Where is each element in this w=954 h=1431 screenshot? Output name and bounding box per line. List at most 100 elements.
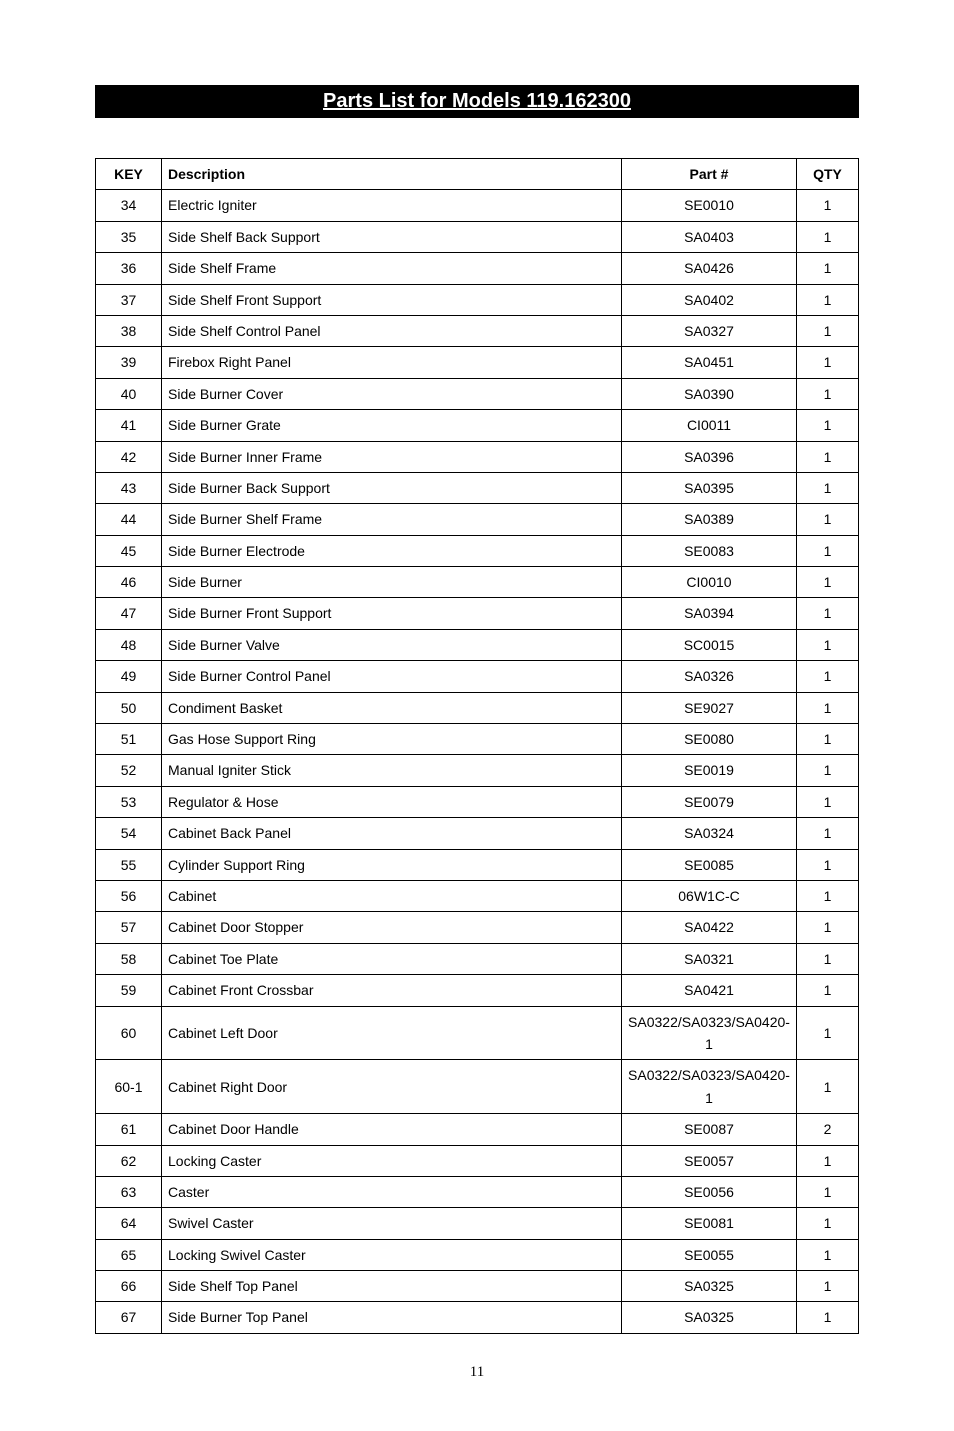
cell-qty: 1 bbox=[797, 755, 859, 786]
cell-part: SA0422 bbox=[622, 912, 797, 943]
cell-description: Caster bbox=[162, 1176, 622, 1207]
cell-key: 65 bbox=[96, 1239, 162, 1270]
cell-description: Regulator & Hose bbox=[162, 786, 622, 817]
column-header-part: Part # bbox=[622, 159, 797, 190]
cell-description: Side Burner bbox=[162, 567, 622, 598]
cell-description: Side Burner Top Panel bbox=[162, 1302, 622, 1333]
cell-key: 40 bbox=[96, 378, 162, 409]
table-row: 40Side Burner CoverSA03901 bbox=[96, 378, 859, 409]
cell-qty: 1 bbox=[797, 1208, 859, 1239]
cell-description: Side Shelf Front Support bbox=[162, 284, 622, 315]
cell-qty: 1 bbox=[797, 315, 859, 346]
table-row: 45Side Burner ElectrodeSE00831 bbox=[96, 535, 859, 566]
cell-key: 58 bbox=[96, 943, 162, 974]
cell-qty: 1 bbox=[797, 1060, 859, 1114]
table-row: 64Swivel CasterSE00811 bbox=[96, 1208, 859, 1239]
table-row: 35Side Shelf Back SupportSA04031 bbox=[96, 221, 859, 252]
table-row: 52Manual Igniter StickSE00191 bbox=[96, 755, 859, 786]
cell-description: Side Burner Electrode bbox=[162, 535, 622, 566]
cell-qty: 1 bbox=[797, 975, 859, 1006]
cell-qty: 1 bbox=[797, 441, 859, 472]
cell-part: SA0403 bbox=[622, 221, 797, 252]
cell-description: Side Burner Cover bbox=[162, 378, 622, 409]
cell-qty: 1 bbox=[797, 253, 859, 284]
cell-description: Side Burner Back Support bbox=[162, 472, 622, 503]
cell-key: 46 bbox=[96, 567, 162, 598]
cell-part: CI0011 bbox=[622, 410, 797, 441]
cell-part: SA0325 bbox=[622, 1302, 797, 1333]
table-row: 44Side Burner Shelf FrameSA03891 bbox=[96, 504, 859, 535]
cell-key: 66 bbox=[96, 1271, 162, 1302]
cell-description: Cabinet Left Door bbox=[162, 1006, 622, 1060]
cell-qty: 1 bbox=[797, 1271, 859, 1302]
cell-part: SA0390 bbox=[622, 378, 797, 409]
cell-description: Gas Hose Support Ring bbox=[162, 724, 622, 755]
cell-key: 56 bbox=[96, 880, 162, 911]
cell-key: 60 bbox=[96, 1006, 162, 1060]
cell-part: SC0015 bbox=[622, 629, 797, 660]
cell-key: 54 bbox=[96, 818, 162, 849]
table-row: 53Regulator & HoseSE00791 bbox=[96, 786, 859, 817]
table-row: 41Side Burner GrateCI00111 bbox=[96, 410, 859, 441]
cell-key: 64 bbox=[96, 1208, 162, 1239]
cell-description: Side Shelf Back Support bbox=[162, 221, 622, 252]
cell-qty: 1 bbox=[797, 629, 859, 660]
cell-qty: 1 bbox=[797, 1006, 859, 1060]
cell-part: SA0327 bbox=[622, 315, 797, 346]
page-number: 11 bbox=[95, 1364, 859, 1381]
cell-description: Cabinet Door Handle bbox=[162, 1114, 622, 1145]
cell-key: 36 bbox=[96, 253, 162, 284]
cell-part: SA0326 bbox=[622, 661, 797, 692]
cell-description: Side Shelf Frame bbox=[162, 253, 622, 284]
cell-qty: 1 bbox=[797, 1239, 859, 1270]
table-row: 43Side Burner Back SupportSA03951 bbox=[96, 472, 859, 503]
cell-key: 50 bbox=[96, 692, 162, 723]
table-row: 48Side Burner ValveSC00151 bbox=[96, 629, 859, 660]
table-row: 67Side Burner Top PanelSA03251 bbox=[96, 1302, 859, 1333]
cell-part: SE9027 bbox=[622, 692, 797, 723]
cell-key: 67 bbox=[96, 1302, 162, 1333]
cell-qty: 1 bbox=[797, 661, 859, 692]
cell-part: SA0322/SA0323/SA0420-1 bbox=[622, 1060, 797, 1114]
cell-description: Side Shelf Top Panel bbox=[162, 1271, 622, 1302]
cell-description: Condiment Basket bbox=[162, 692, 622, 723]
cell-key: 37 bbox=[96, 284, 162, 315]
cell-part: SA0396 bbox=[622, 441, 797, 472]
cell-part: SE0081 bbox=[622, 1208, 797, 1239]
cell-key: 42 bbox=[96, 441, 162, 472]
cell-description: Side Burner Inner Frame bbox=[162, 441, 622, 472]
cell-qty: 1 bbox=[797, 1145, 859, 1176]
table-row: 34Electric IgniterSE00101 bbox=[96, 190, 859, 221]
title-bar: Parts List for Models 119.162300 bbox=[95, 85, 859, 118]
table-row: 61Cabinet Door HandleSE00872 bbox=[96, 1114, 859, 1145]
cell-qty: 1 bbox=[797, 880, 859, 911]
cell-part: SE0010 bbox=[622, 190, 797, 221]
cell-part: SE0019 bbox=[622, 755, 797, 786]
cell-key: 39 bbox=[96, 347, 162, 378]
cell-key: 52 bbox=[96, 755, 162, 786]
cell-key: 60-1 bbox=[96, 1060, 162, 1114]
cell-part: SE0056 bbox=[622, 1176, 797, 1207]
cell-part: SE0085 bbox=[622, 849, 797, 880]
cell-key: 51 bbox=[96, 724, 162, 755]
table-row: 58Cabinet Toe PlateSA03211 bbox=[96, 943, 859, 974]
cell-part: SA0325 bbox=[622, 1271, 797, 1302]
cell-key: 35 bbox=[96, 221, 162, 252]
table-header-row: KEY Description Part # QTY bbox=[96, 159, 859, 190]
table-row: 36Side Shelf FrameSA04261 bbox=[96, 253, 859, 284]
cell-qty: 1 bbox=[797, 818, 859, 849]
table-row: 50Condiment BasketSE90271 bbox=[96, 692, 859, 723]
table-row: 55Cylinder Support RingSE00851 bbox=[96, 849, 859, 880]
table-row: 39Firebox Right PanelSA04511 bbox=[96, 347, 859, 378]
cell-part: SE0080 bbox=[622, 724, 797, 755]
cell-key: 62 bbox=[96, 1145, 162, 1176]
cell-key: 49 bbox=[96, 661, 162, 692]
table-row: 51Gas Hose Support RingSE00801 bbox=[96, 724, 859, 755]
parts-table: KEY Description Part # QTY 34Electric Ig… bbox=[95, 158, 859, 1334]
cell-qty: 1 bbox=[797, 692, 859, 723]
cell-key: 55 bbox=[96, 849, 162, 880]
cell-key: 57 bbox=[96, 912, 162, 943]
cell-key: 45 bbox=[96, 535, 162, 566]
cell-description: Side Burner Front Support bbox=[162, 598, 622, 629]
cell-qty: 1 bbox=[797, 1176, 859, 1207]
